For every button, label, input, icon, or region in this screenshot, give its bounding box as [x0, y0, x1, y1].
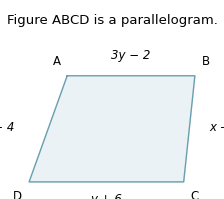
Text: D: D [13, 190, 22, 199]
Text: C: C [190, 190, 199, 199]
Text: 3y − 2: 3y − 2 [111, 49, 151, 62]
Text: y + 6: y + 6 [90, 193, 122, 199]
Text: Figure ABCD is a parallelogram.: Figure ABCD is a parallelogram. [6, 14, 218, 27]
Text: A: A [52, 55, 60, 68]
Text: B: B [202, 55, 210, 68]
Polygon shape [29, 76, 195, 182]
Text: 2x − 4: 2x − 4 [0, 121, 15, 135]
Text: x + 12: x + 12 [209, 121, 224, 135]
